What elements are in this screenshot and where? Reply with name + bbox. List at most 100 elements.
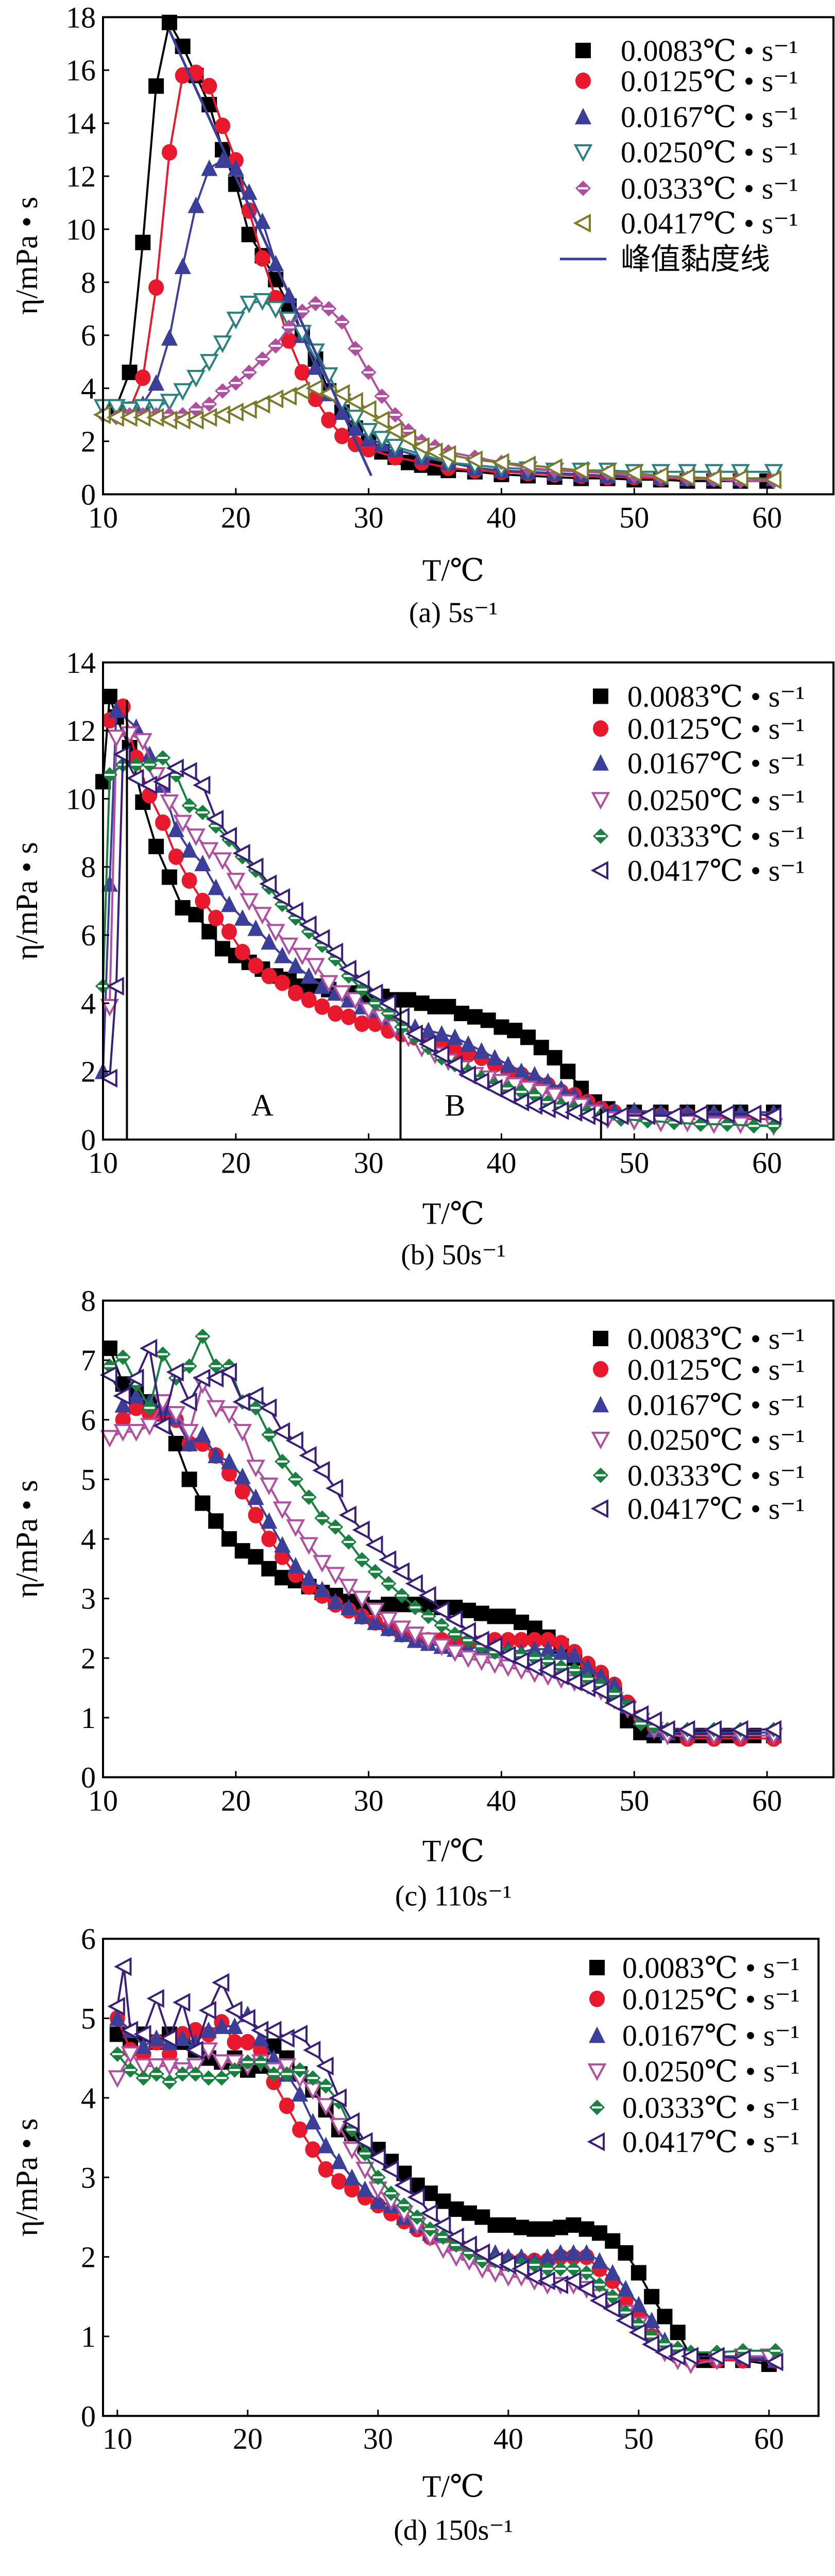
data-point <box>616 2311 634 2330</box>
x-tick-label: 10 <box>88 1146 118 1180</box>
legend-item: 0.0417℃ • s⁻¹ <box>590 854 805 888</box>
data-point <box>114 1396 131 1413</box>
data-point <box>142 757 158 773</box>
legend-label: 0.0125℃ • s⁻¹ <box>627 712 805 745</box>
data-point <box>148 838 164 854</box>
data-point <box>175 900 191 916</box>
data-point <box>704 469 722 488</box>
data-point <box>471 1631 489 1650</box>
data-point <box>264 2021 282 2040</box>
data-point <box>394 2176 412 2195</box>
data-point <box>547 1050 563 1066</box>
y-tick-label: 14 <box>66 646 96 680</box>
data-point <box>135 234 151 250</box>
legend-marker-icon <box>589 1990 605 2007</box>
data-point <box>394 1587 410 1603</box>
y-tick-label: 5 <box>81 1463 96 1496</box>
data-point <box>279 2066 295 2082</box>
data-point <box>500 1056 517 1073</box>
data-point <box>493 1019 509 1035</box>
data-point <box>553 1635 569 1652</box>
data-point <box>552 2244 569 2261</box>
data-point <box>591 2277 607 2293</box>
data-point <box>265 2049 282 2066</box>
legend-marker-icon <box>591 792 610 810</box>
data-point <box>200 2021 217 2038</box>
legend-marker-icon <box>589 2026 605 2043</box>
data-point <box>427 460 443 476</box>
data-point <box>641 2335 660 2354</box>
x-tick-label: 20 <box>221 1784 251 1817</box>
y-axis-label: η/mPa • s <box>10 1480 44 1598</box>
data-point <box>514 1632 530 1649</box>
data-point <box>591 1681 609 1701</box>
y-tick-label: 0 <box>81 1761 96 1794</box>
data-point <box>173 1993 191 2012</box>
data-point <box>438 445 456 464</box>
data-point <box>379 1612 398 1630</box>
data-point <box>160 394 179 412</box>
x-tick-label: 20 <box>221 1146 251 1180</box>
data-point <box>566 2217 582 2233</box>
data-point <box>275 974 291 991</box>
data-point <box>427 998 443 1014</box>
data-point <box>206 1400 226 1418</box>
legend-item: 0.0417℃ • s⁻¹ <box>590 1492 805 1526</box>
data-point <box>419 1632 438 1650</box>
data-point <box>398 429 416 448</box>
data-point <box>299 1537 318 1555</box>
data-point <box>385 438 405 457</box>
data-point <box>764 464 783 482</box>
data-point <box>188 907 204 923</box>
data-point <box>214 151 231 168</box>
data-point <box>213 335 232 353</box>
data-point <box>268 338 284 354</box>
data-point <box>303 2040 321 2060</box>
data-point <box>524 1657 542 1677</box>
data-point <box>292 2062 308 2078</box>
data-point <box>272 1501 292 1519</box>
data-point <box>161 144 177 161</box>
data-point <box>707 2347 725 2366</box>
data-point <box>314 998 330 1015</box>
data-point <box>359 422 378 441</box>
chart-panel-b: A B 10 20 30 40 50 60 0 2 4 6 8 10 12 14 η/mPa • s T/℃ (b)… <box>10 646 834 1271</box>
data-point <box>248 1549 264 1565</box>
data-point <box>680 2347 699 2366</box>
data-point <box>460 1035 476 1052</box>
data-point <box>321 412 337 429</box>
data-point <box>162 2046 178 2063</box>
x-tick-label: 40 <box>486 1784 516 1817</box>
data-point <box>480 1012 496 1028</box>
data-point <box>265 389 284 409</box>
legend-item: 0.0250℃ • s⁻¹ <box>573 135 798 169</box>
data-point <box>234 1467 251 1484</box>
data-point <box>227 2062 243 2078</box>
data-point <box>474 2209 490 2225</box>
data-point <box>107 730 126 748</box>
data-point <box>365 984 383 1003</box>
data-point <box>114 1957 132 1976</box>
data-point <box>285 902 303 921</box>
data-point <box>148 2029 165 2046</box>
data-point <box>188 2066 203 2082</box>
data-point <box>340 1599 357 1616</box>
data-point <box>321 301 337 317</box>
data-point <box>113 1386 131 1405</box>
data-point <box>261 968 277 985</box>
data-point <box>374 388 390 404</box>
data-point <box>405 1574 423 1594</box>
data-point <box>281 332 297 349</box>
legend-item: 0.0333℃ • s⁻¹ <box>593 1459 805 1493</box>
data-point <box>539 2261 555 2277</box>
legend-label: 0.0167℃ • s⁻¹ <box>627 747 805 780</box>
y-tick-label: 10 <box>66 782 96 816</box>
data-point <box>195 1328 211 1344</box>
data-point <box>206 1368 224 1388</box>
legend: 0.0083℃ • s⁻¹0.0125℃ • s⁻¹0.0167℃ • s⁻¹0… <box>590 680 805 888</box>
data-point <box>339 1579 359 1597</box>
y-tick-label: 3 <box>81 1582 96 1616</box>
data-point <box>526 1632 542 1649</box>
x-tick-label: 50 <box>619 501 649 534</box>
data-point <box>314 977 331 994</box>
